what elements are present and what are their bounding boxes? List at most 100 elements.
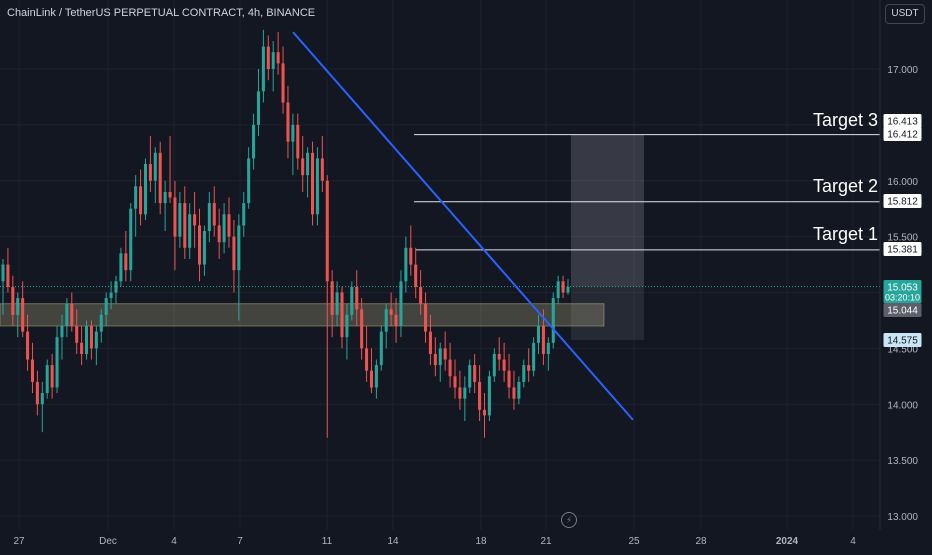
candle	[527, 348, 531, 382]
candle-body	[70, 303, 74, 327]
candle-body	[315, 158, 319, 215]
candle	[551, 292, 555, 349]
candle-body	[507, 370, 511, 388]
candle-body	[256, 91, 261, 125]
candle	[497, 337, 501, 371]
candle	[168, 136, 172, 204]
x-tick-label: 4	[850, 536, 856, 547]
y-tick-label: 13.000	[887, 512, 918, 523]
candle	[26, 314, 30, 371]
candle-body	[512, 387, 516, 399]
x-tick-label: 11	[322, 536, 333, 547]
y-tick-label: 17.000	[887, 65, 918, 76]
candle-body	[183, 203, 187, 248]
candle-body	[517, 381, 521, 399]
time-axis[interactable]: 27 Dec 4 7 11 14 18 21 25 28 2024 4	[13, 536, 856, 547]
candle	[256, 69, 261, 137]
candle-body	[193, 214, 197, 226]
candle	[355, 270, 359, 327]
candle	[232, 219, 236, 293]
candle	[222, 203, 226, 254]
candle-body	[80, 342, 84, 354]
candle-body	[404, 247, 408, 282]
candle	[502, 342, 506, 382]
candle-body	[448, 359, 452, 377]
candle-body	[242, 203, 246, 226]
candle-body	[365, 348, 369, 371]
candle	[212, 186, 216, 237]
x-tick-label: 4	[171, 536, 177, 547]
candle-body	[374, 365, 378, 388]
candle	[330, 270, 334, 338]
x-tick-label: 25	[628, 536, 640, 547]
candle	[487, 370, 491, 422]
candle	[419, 270, 423, 315]
candle	[369, 348, 374, 394]
price-tag-value: 15.044	[887, 306, 918, 317]
candle-body	[99, 314, 103, 332]
candle	[394, 298, 398, 343]
candle-body	[232, 236, 236, 271]
candle-body	[202, 231, 206, 265]
candle-body	[492, 353, 496, 377]
candle	[242, 191, 246, 237]
candle	[507, 353, 511, 399]
candle	[193, 191, 197, 248]
candle-body	[345, 314, 349, 338]
candle	[80, 326, 84, 366]
y-tick-label: 15.500	[887, 233, 918, 244]
candle	[286, 85, 290, 159]
candle-body	[546, 342, 550, 354]
candle	[99, 309, 103, 343]
candle	[30, 342, 35, 394]
flash-icon[interactable]: ⚡	[561, 512, 577, 528]
candle-body	[212, 203, 216, 226]
candle	[237, 214, 241, 321]
candle-body	[30, 359, 35, 382]
candle	[384, 303, 388, 349]
candle	[463, 376, 467, 422]
candle	[158, 141, 162, 215]
candle-body	[325, 180, 329, 282]
candle	[109, 281, 113, 310]
x-tick-label: 7	[237, 536, 243, 547]
candle-body	[271, 52, 275, 69]
candle	[16, 292, 20, 338]
candle	[414, 247, 418, 299]
candle	[482, 393, 487, 438]
price-tag-value: 15.812	[887, 197, 918, 208]
candle-body	[556, 281, 560, 299]
candle-body	[134, 186, 138, 209]
candle-body	[158, 152, 162, 204]
candle	[21, 281, 25, 338]
candle	[522, 359, 526, 388]
candle	[379, 326, 383, 371]
candle	[94, 326, 98, 366]
candle	[438, 342, 442, 382]
candle	[40, 381, 44, 433]
currency-button[interactable]: USDT	[885, 4, 925, 24]
candle-body	[561, 281, 565, 293]
candle-body	[399, 281, 403, 327]
candle-body	[453, 376, 457, 388]
candle-body	[168, 191, 172, 198]
trendline-line[interactable]	[292, 31, 634, 421]
candle-body	[197, 225, 202, 265]
candle	[45, 359, 49, 399]
candle	[271, 41, 275, 92]
candle	[178, 191, 182, 248]
price-tag-bg	[883, 333, 922, 347]
candle-body	[252, 124, 256, 159]
candle	[6, 247, 10, 293]
price-axis[interactable]: 13.00013.50014.00014.50015.00015.50016.0…	[879, 0, 918, 530]
candle-body	[433, 353, 437, 366]
candle-body	[369, 370, 374, 388]
candle	[404, 236, 408, 293]
candle	[202, 225, 206, 276]
candle	[301, 136, 305, 192]
chart-title: ChainLink / TetherUS PERPETUAL CONTRACT,…	[7, 7, 316, 19]
candle	[70, 292, 74, 332]
trendline[interactable]	[292, 31, 634, 421]
candle	[325, 175, 329, 438]
